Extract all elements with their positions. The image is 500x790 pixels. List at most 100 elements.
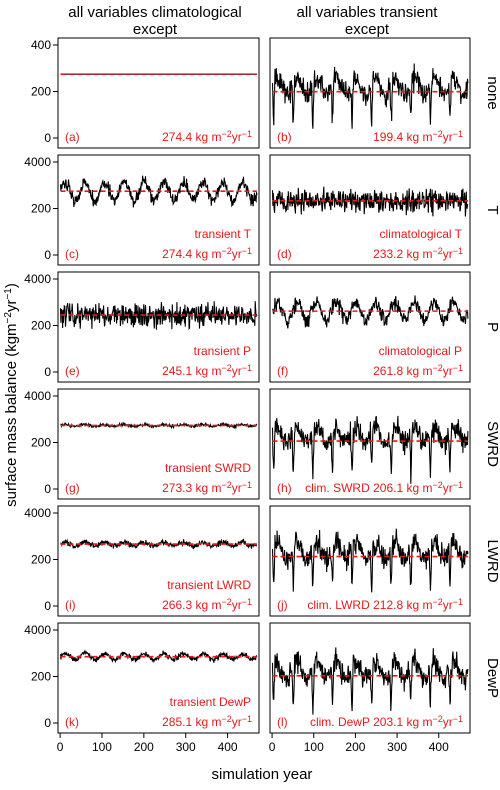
panel-mean-value: 245.1 kg m−2yr−1 bbox=[162, 363, 252, 378]
x-tick-label: 0 bbox=[269, 740, 276, 754]
x-axis-title: simulation year bbox=[212, 766, 313, 783]
panel-frame bbox=[269, 154, 471, 266]
panel-letter: (a) bbox=[65, 130, 80, 144]
x-tick-label: 100 bbox=[304, 740, 324, 754]
series-line bbox=[271, 415, 469, 484]
y-tick-label: 4000 bbox=[24, 506, 51, 520]
panel-frame bbox=[269, 622, 471, 734]
y-tick-label: 200 bbox=[31, 85, 51, 99]
x-tick-label: 200 bbox=[345, 740, 365, 754]
panel-letter: (d) bbox=[277, 247, 292, 261]
y-tick-label: 200 bbox=[31, 670, 51, 684]
panel-label: transient SWRD bbox=[165, 461, 251, 475]
panel-frame bbox=[57, 505, 260, 617]
row-label: T bbox=[484, 205, 500, 214]
row-label: none bbox=[484, 76, 500, 109]
y-tick-label: 4000 bbox=[24, 389, 51, 403]
panel-mean-value: 233.2 kg m−2yr−1 bbox=[373, 246, 463, 261]
x-tick-label: 300 bbox=[387, 740, 407, 754]
panel-h: (h) clim. SWRD 206.1 kg m−2yr−1 SWRD bbox=[269, 388, 500, 500]
panel-letter: (l) bbox=[277, 715, 288, 729]
panel-frame bbox=[269, 388, 471, 500]
x-tick-label: 300 bbox=[176, 740, 196, 754]
y-tick-label: 0 bbox=[44, 599, 51, 613]
panel-label: transient T bbox=[195, 227, 252, 241]
y-tick-label: 400 bbox=[31, 38, 51, 52]
panel-mean-value: 199.4 kg m−2yr−1 bbox=[373, 129, 463, 144]
column-header-right-line1: all variables transient bbox=[297, 4, 439, 21]
row-label: LWRD bbox=[484, 539, 500, 582]
panel-c: 0 200 4000 (c) transient T 274.4 kg m−2yr−1 bbox=[24, 154, 260, 266]
x-tick-label: 200 bbox=[134, 740, 154, 754]
panel-letter: (h) bbox=[277, 481, 292, 495]
panel-e: 0 200 4000 (e) transient P 245.1 kg m−2yr−1 bbox=[24, 271, 260, 383]
panel-mean-value: clim. SWRD 206.1 kg m−2yr−1 bbox=[305, 480, 463, 495]
y-tick-label: 200 bbox=[31, 202, 51, 216]
column-header-left-line2: except bbox=[133, 21, 178, 38]
row-label: DewP bbox=[484, 658, 500, 698]
y-tick-label: 4000 bbox=[24, 155, 51, 169]
y-tick-label: 0 bbox=[44, 131, 51, 145]
column-header-right-line2: except bbox=[345, 21, 390, 38]
panel-d: (d) climatological T 233.2 kg m−2yr−1 T bbox=[269, 154, 500, 266]
y-axis-title: surface mass balance (kgm−2yr−1) bbox=[3, 283, 20, 507]
panel-letter: (f) bbox=[277, 364, 288, 378]
series-line bbox=[59, 301, 258, 331]
y-tick-label: 4000 bbox=[24, 623, 51, 637]
panel-mean-value: clim. LWRD 212.8 kg m−2yr−1 bbox=[307, 597, 463, 612]
panel-letter: (b) bbox=[277, 130, 292, 144]
y-tick-label: 0 bbox=[44, 716, 51, 730]
panel-frame bbox=[57, 388, 260, 500]
panel-frame bbox=[269, 37, 471, 149]
panel-mean-value: 261.8 kg m−2yr−1 bbox=[373, 363, 463, 378]
series-line bbox=[272, 295, 469, 329]
panel-a: 0 200 400 (a) 274.4 kg m−2yr−1 bbox=[31, 37, 260, 149]
panel-mean-value: 274.4 kg m−2yr−1 bbox=[162, 246, 252, 261]
panel-mean-value: 273.3 kg m−2yr−1 bbox=[162, 480, 252, 495]
y-tick-label: 0 bbox=[44, 248, 51, 262]
panel-mean-value: 274.4 kg m−2yr−1 bbox=[162, 129, 252, 144]
panel-f: (f) climatological P 261.8 kg m−2yr−1 P bbox=[269, 271, 500, 383]
panel-letter: (k) bbox=[65, 715, 79, 729]
panel-j: (j) clim. LWRD 212.8 kg m−2yr−1 LWRD bbox=[269, 505, 500, 617]
panel-frame bbox=[57, 37, 260, 149]
panel-g: 0 200 4000 (g) transient SWRD 273.3 kg m−2yr−… bbox=[24, 388, 260, 500]
panel-label: transient DewP bbox=[170, 695, 251, 709]
y-tick-label: 0 bbox=[44, 482, 51, 496]
series-line bbox=[271, 528, 469, 593]
x-tick-label: 0 bbox=[57, 740, 64, 754]
x-tick-label: 400 bbox=[429, 740, 449, 754]
panel-label: transient P bbox=[194, 344, 251, 358]
panel-label: climatological T bbox=[380, 227, 463, 241]
y-tick-label: 200 bbox=[31, 319, 51, 333]
panel-mean-value: 285.1 kg m−2yr−1 bbox=[162, 714, 252, 729]
y-tick-label: 200 bbox=[31, 553, 51, 567]
panel-frame bbox=[57, 622, 260, 734]
panel-letter: (g) bbox=[65, 481, 80, 495]
row-label: P bbox=[484, 322, 500, 332]
panels: 0 200 400 (a) 274.4 kg m−2yr−1 (b) 199.4 kg m−… bbox=[24, 37, 500, 754]
panel-b: (b) 199.4 kg m−2yr−1 none bbox=[269, 37, 500, 149]
panel-frame bbox=[57, 271, 260, 383]
panel-label: climatological P bbox=[379, 344, 462, 358]
panel-frame bbox=[269, 271, 471, 383]
series-line bbox=[271, 186, 469, 217]
y-tick-label: 0 bbox=[44, 365, 51, 379]
column-header-left-line1: all variables climatological bbox=[68, 4, 241, 21]
y-tick-label: 4000 bbox=[24, 272, 51, 286]
panel-letter: (c) bbox=[65, 247, 79, 261]
panel-letter: (i) bbox=[65, 598, 76, 612]
row-label: SWRD bbox=[484, 421, 500, 467]
x-tick-label: 400 bbox=[218, 740, 238, 754]
panel-letter: (j) bbox=[277, 598, 288, 612]
panel-frame bbox=[269, 505, 471, 617]
panel-letter: (e) bbox=[65, 364, 80, 378]
panel-mean-value: 266.3 kg m−2yr−1 bbox=[162, 597, 252, 612]
x-tick-label: 100 bbox=[92, 740, 112, 754]
panel-frame bbox=[57, 154, 260, 266]
panel-l: 0 100 200 300 400 (l) clim. DewP 203.1 kg m−2y… bbox=[269, 622, 500, 754]
panel-mean-value: clim. DewP 203.1 kg m−2yr−1 bbox=[310, 714, 463, 729]
panel-label: transient LWRD bbox=[167, 578, 251, 592]
series-line bbox=[271, 63, 469, 129]
